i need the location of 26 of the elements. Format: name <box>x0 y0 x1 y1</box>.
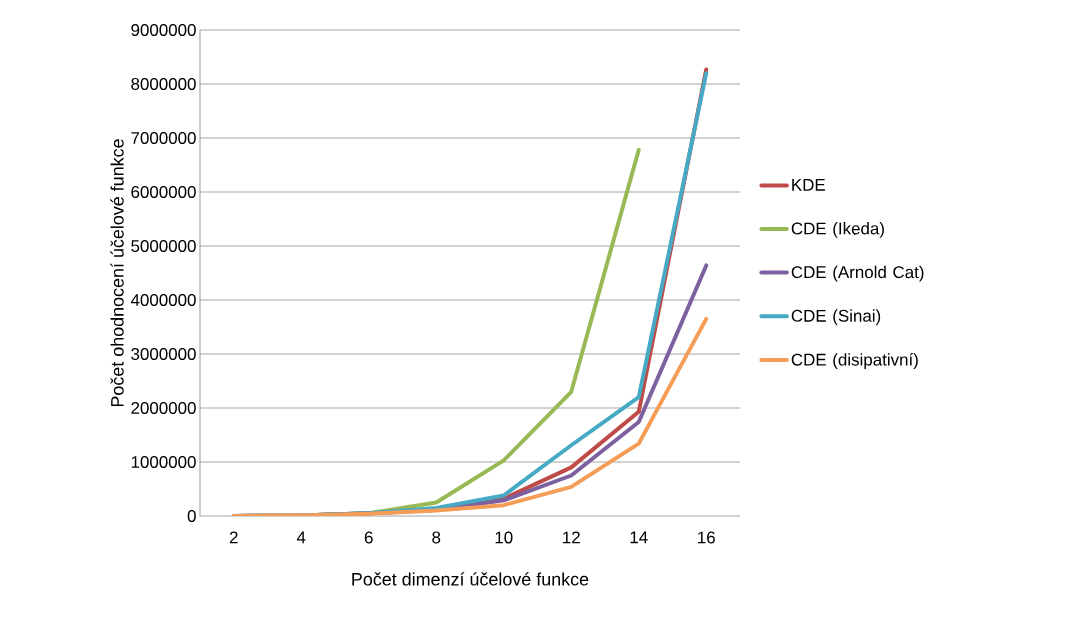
legend-label: CDE (Sinai) <box>791 309 881 326</box>
y-tick-label: 5000000 <box>131 240 196 252</box>
y-tick-label: 9000000 <box>131 24 196 36</box>
y-axis-title: Počet ohodnocení účelové funkce <box>110 139 124 407</box>
x-tick-label: 12 <box>563 531 580 544</box>
x-tick-label: 10 <box>495 531 513 544</box>
y-tick-label: 0 <box>187 510 196 522</box>
y-tick-label: 1000000 <box>131 456 196 468</box>
x-axis-title: Počet dimenzí účelové funkce <box>352 572 589 586</box>
y-tick-label: 8000000 <box>131 78 196 90</box>
x-tick-label: 6 <box>364 531 373 544</box>
legend-label: KDE <box>792 179 825 191</box>
y-tick-label: 2000000 <box>131 402 196 414</box>
x-tick-label: 2 <box>229 531 238 544</box>
y-tick-label: 7000000 <box>131 132 196 144</box>
x-tick-label: 4 <box>296 531 306 544</box>
legend-label: CDE (Arnold Cat) <box>791 265 924 282</box>
y-tick-label: 3000000 <box>131 348 196 360</box>
x-tick-label: 16 <box>698 531 715 544</box>
y-tick-label: 4000000 <box>130 294 196 306</box>
legend-label: CDE (Ikeda) <box>791 222 884 238</box>
legend-label: CDE (disipativní) <box>791 353 918 369</box>
x-tick-label: 8 <box>432 531 441 544</box>
y-tick-label: 6000000 <box>131 186 196 198</box>
line-series <box>231 316 709 516</box>
x-tick-label: 14 <box>630 531 648 544</box>
